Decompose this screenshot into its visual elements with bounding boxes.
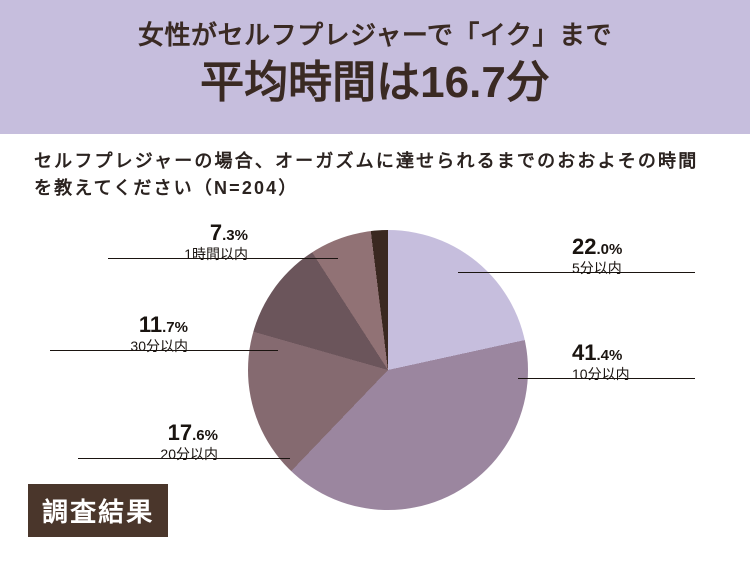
pie-callout: 17.6%20分以内 xyxy=(88,420,218,461)
pie-callout: 7.3%1時間以内 xyxy=(118,220,248,261)
question-text: セルフプレジャーの場合、オーガズムに達せられるまでのおおよその時間を教えてくださ… xyxy=(0,134,750,212)
header-line2-text: 平均時間は16.7分 xyxy=(200,58,550,107)
callout-pct: 7.3% xyxy=(118,220,248,245)
callout-label: 20分以内 xyxy=(88,446,218,462)
pie-callout: 22.0%5分以内 xyxy=(572,234,622,275)
pie-callout: 41.4%10分以内 xyxy=(572,340,630,381)
badge-text: 調査結果 xyxy=(42,497,154,527)
survey-result-badge: 調査結果 xyxy=(28,484,168,537)
callout-pct: 41.4% xyxy=(572,340,630,365)
header-line1: 女性がセルフプレジャーで「イク」まで xyxy=(0,18,750,53)
callout-pct: 11.7% xyxy=(58,312,188,337)
header-line2: 平均時間は16.7分 xyxy=(200,53,550,112)
callout-label: 30分以内 xyxy=(58,338,188,354)
callout-pct: 22.0% xyxy=(572,234,622,259)
callout-label: 1時間以内 xyxy=(118,246,248,262)
pie-callout: 11.7%30分以内 xyxy=(58,312,188,353)
callout-label: 10分以内 xyxy=(572,366,630,382)
header-banner: 女性がセルフプレジャーで「イク」まで 平均時間は16.7分 xyxy=(0,0,750,134)
callout-label: 5分以内 xyxy=(572,260,622,276)
callout-pct: 17.6% xyxy=(88,420,218,445)
